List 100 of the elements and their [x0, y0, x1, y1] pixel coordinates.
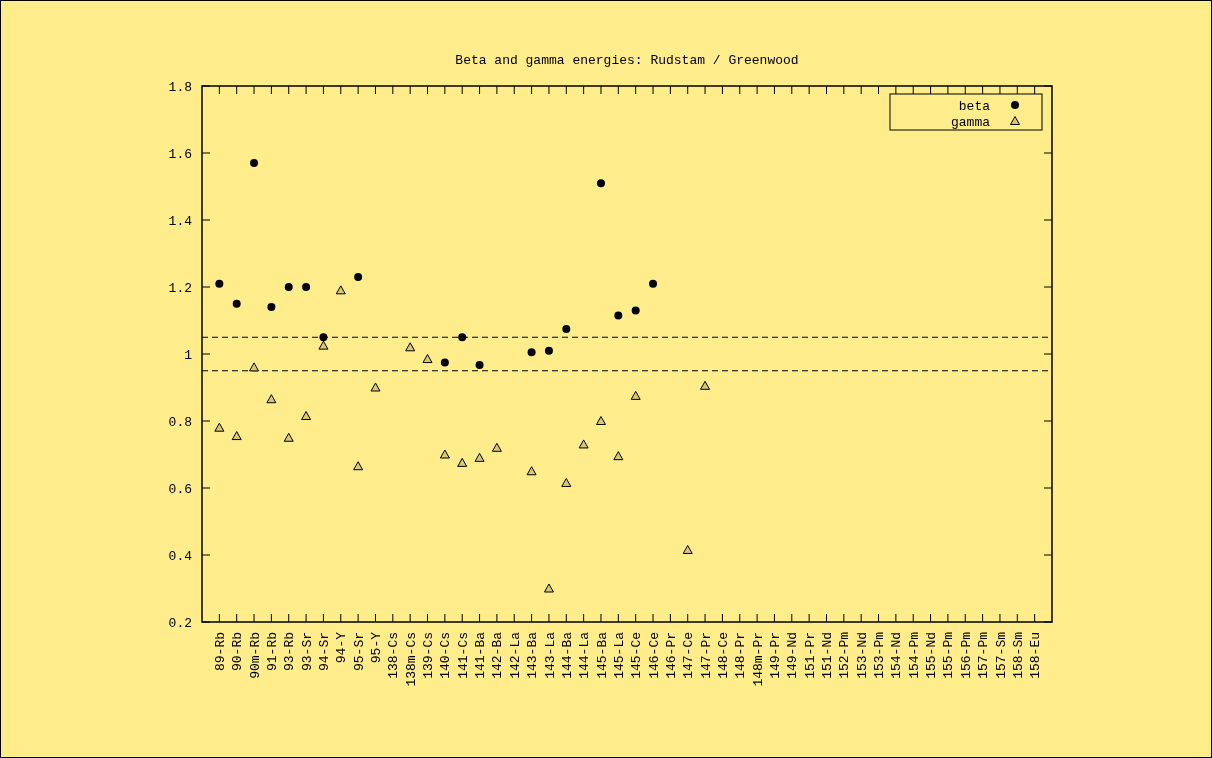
- x-tick-label: 91-Rb: [264, 632, 280, 672]
- legend-label: gamma: [950, 114, 991, 130]
- x-tick-label: 140-Cs: [438, 632, 454, 679]
- x-tick-label: 95-Y: [369, 631, 385, 664]
- point: [266, 394, 277, 404]
- x-tick-label: 156-Pm: [958, 631, 974, 679]
- x-tick-label: 148m-Pr: [750, 632, 766, 687]
- point: [302, 283, 311, 291]
- y-tick-label: 0.4: [168, 548, 193, 564]
- x-tick-label: 143-Ba: [525, 631, 541, 679]
- x-tick-label: 94-Y: [334, 631, 350, 664]
- point: [526, 466, 537, 476]
- point: [353, 461, 364, 471]
- point: [457, 457, 468, 467]
- x-tick-label: 147-Ce: [681, 632, 697, 679]
- point: [682, 544, 693, 554]
- x-tick-label: 89-Rb: [212, 632, 228, 672]
- point: [335, 285, 346, 295]
- x-tick-label: 93-Rb: [282, 632, 298, 672]
- chart-title: Beta and gamma energies: Rudstam / Greenwood: [455, 53, 799, 68]
- point: [215, 279, 224, 288]
- x-tick-label: 155-Nd: [924, 632, 940, 679]
- x-tick-label: 158-Sm: [1010, 631, 1026, 679]
- x-tick-label: 145-Ba: [594, 631, 610, 679]
- point: [319, 333, 328, 342]
- point: [422, 354, 433, 364]
- point: [439, 449, 450, 459]
- x-tick-label: 144-La: [577, 631, 593, 679]
- x-tick-label: 147-Pr: [698, 632, 714, 679]
- point: [631, 306, 640, 315]
- point: [474, 452, 485, 462]
- x-tick-label: 142-La: [507, 631, 523, 679]
- point: [544, 346, 553, 355]
- x-tick-label: 145-Ce: [629, 632, 645, 679]
- point: [232, 299, 241, 308]
- y-tick-label: 1.4: [168, 213, 193, 229]
- x-tick-label: 146-Ce: [646, 632, 662, 679]
- y-tick-label: 0.8: [168, 414, 192, 430]
- x-tick-label: 155-Pm: [941, 631, 957, 679]
- point: [595, 416, 606, 425]
- point: [370, 382, 381, 392]
- x-tick-label: 145-La: [611, 631, 627, 679]
- point: [231, 431, 242, 441]
- point: [440, 358, 449, 367]
- x-tick-label: 93-Sr: [299, 632, 315, 672]
- y-tick-label: 0.2: [168, 615, 192, 631]
- point: [613, 451, 624, 461]
- point: [561, 477, 572, 487]
- point: [491, 442, 502, 452]
- point: [614, 311, 623, 320]
- point: [475, 361, 484, 370]
- x-tick-label: 142-Ba: [490, 631, 506, 679]
- point: [283, 432, 294, 442]
- point: [527, 348, 536, 357]
- y-tick-label: 1.6: [168, 146, 192, 162]
- x-tick-label: 146-Pr: [663, 632, 679, 679]
- y-tick-label: 1.8: [168, 79, 192, 95]
- y-tick-label: 1.2: [168, 280, 192, 296]
- x-tick-label: 141-Ba: [473, 631, 489, 679]
- point: [267, 303, 276, 312]
- point: [250, 159, 259, 168]
- x-tick-label: 90-Rb: [230, 632, 246, 672]
- x-tick-label: 95-Sr: [351, 632, 367, 672]
- x-tick-label: 151-Nd: [820, 632, 836, 679]
- point: [284, 283, 293, 291]
- x-tick-label: 90m-Rb: [247, 632, 263, 679]
- point: [301, 410, 312, 420]
- x-tick-label: 154-Pm: [906, 631, 922, 679]
- x-tick-label: 151-Pr: [802, 632, 818, 679]
- x-tick-label: 139-Cs: [421, 632, 437, 679]
- x-tick-label: 149-Nd: [785, 632, 801, 679]
- x-tick-label: 144-Ba: [559, 631, 575, 679]
- x-tick-label: 154-Nd: [889, 632, 905, 679]
- x-tick-label: 94-Sr: [316, 632, 332, 672]
- x-tick-label: 157-Sm: [993, 631, 1009, 679]
- point: [649, 279, 658, 288]
- x-tick-label: 143-La: [542, 631, 558, 679]
- point: [318, 340, 329, 350]
- point: [249, 362, 260, 372]
- point: [354, 272, 363, 281]
- point: [596, 179, 605, 188]
- x-tick-label: 138-Cs: [386, 632, 402, 679]
- point: [630, 390, 641, 400]
- x-tick-label: 141-Cs: [455, 632, 471, 679]
- point: [700, 380, 711, 390]
- x-tick-label: 153-Nd: [854, 632, 870, 679]
- x-tick-label: 157-Pm: [976, 631, 992, 679]
- x-tick-label: 152-Pm: [837, 631, 853, 679]
- x-tick-label: 153-Pm: [872, 631, 888, 679]
- y-tick-label: 1: [184, 347, 193, 363]
- x-tick-label: 148-Pr: [733, 632, 749, 679]
- point: [543, 583, 554, 593]
- x-tick-label: 148-Ce: [715, 632, 731, 679]
- point: [214, 422, 225, 432]
- x-tick-label: 158-Eu: [1028, 632, 1044, 679]
- point: [405, 342, 416, 352]
- y-tick-label: 0.6: [168, 481, 192, 497]
- x-tick-label: 138m-Cs: [403, 632, 419, 687]
- point: [562, 324, 571, 333]
- point: [458, 333, 467, 342]
